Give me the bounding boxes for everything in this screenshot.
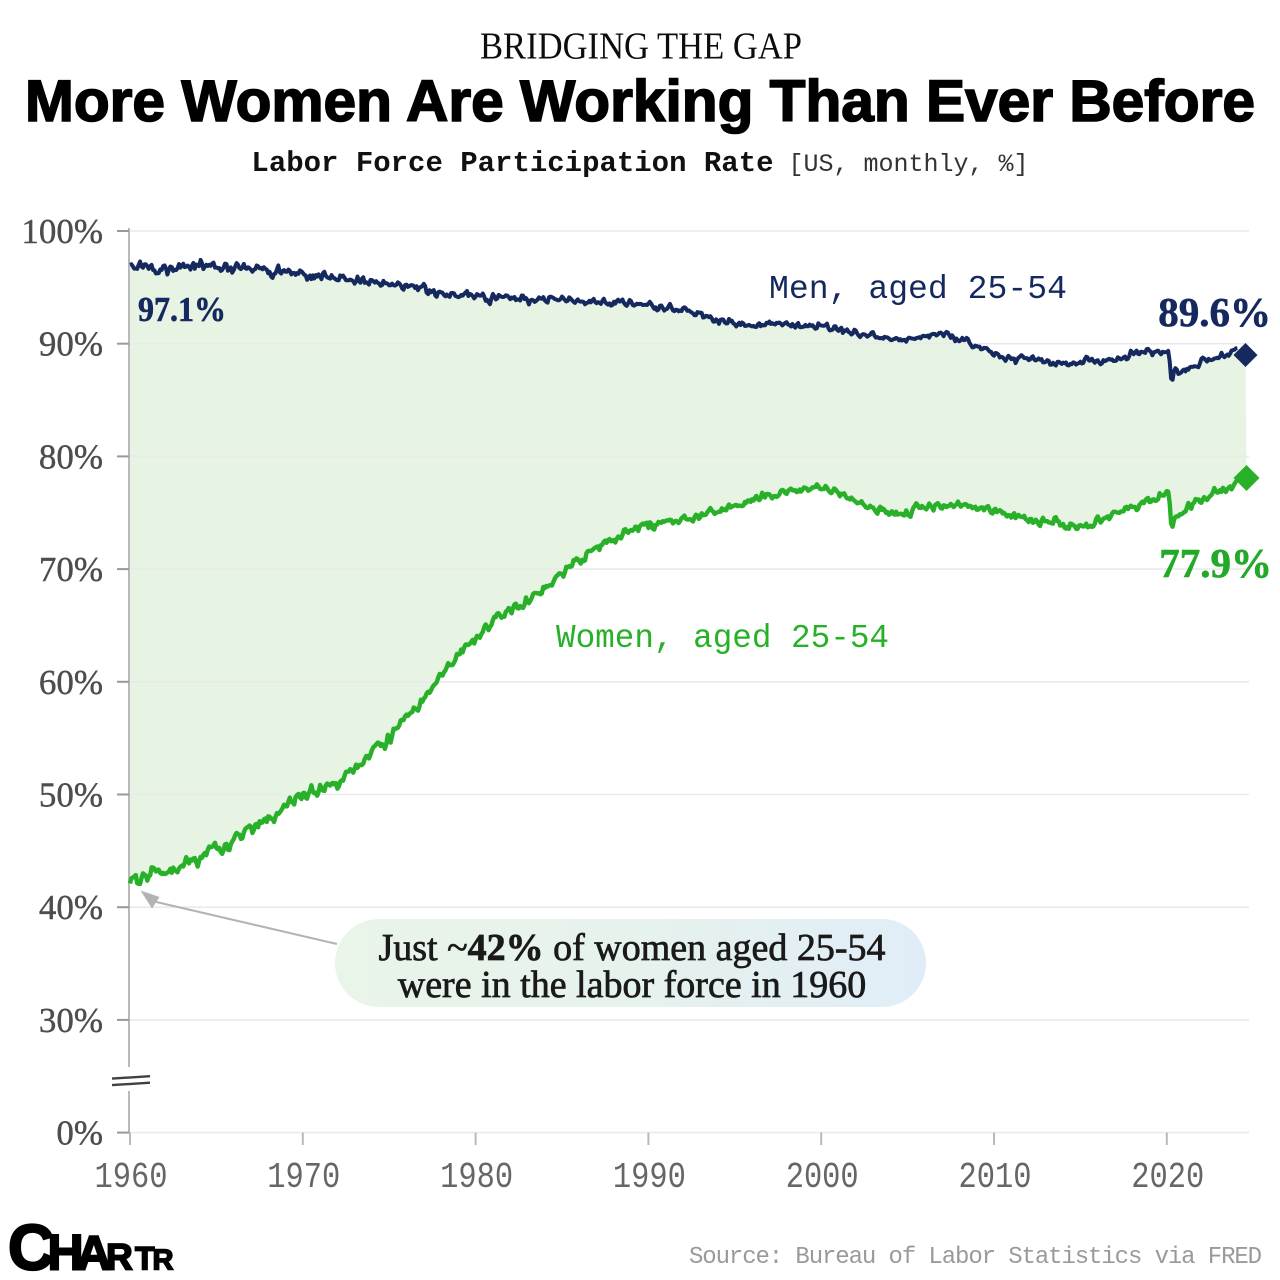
svg-text:80%: 80% [39, 437, 103, 476]
svg-text:70%: 70% [39, 550, 103, 589]
svg-text:90%: 90% [39, 325, 103, 364]
svg-text:60%: 60% [39, 663, 103, 702]
svg-text:R: R [153, 1245, 174, 1277]
svg-text:77.9%: 77.9% [1159, 540, 1272, 586]
svg-text:100%: 100% [21, 212, 103, 251]
svg-text:H: H [48, 1225, 84, 1280]
svg-text:97.1%: 97.1% [138, 290, 226, 329]
svg-text:40%: 40% [39, 888, 103, 927]
svg-text:A: A [77, 1228, 112, 1280]
svg-text:R: R [106, 1237, 133, 1278]
svg-text:1970: 1970 [267, 1157, 340, 1198]
svg-text:50%: 50% [39, 776, 103, 815]
svg-text:More Women Are Working Than Ev: More Women Are Working Than Ever Before [25, 69, 1255, 134]
svg-text:89.6%: 89.6% [1158, 289, 1271, 335]
svg-text:BRIDGING THE GAP: BRIDGING THE GAP [480, 26, 802, 68]
svg-text:T: T [135, 1241, 155, 1277]
svg-text:2020: 2020 [1131, 1157, 1204, 1198]
svg-text:Men, aged 25-54: Men, aged 25-54 [769, 271, 1067, 308]
svg-text:1990: 1990 [613, 1157, 686, 1198]
svg-text:1980: 1980 [440, 1157, 513, 1198]
svg-text:2010: 2010 [959, 1157, 1032, 1198]
svg-text:Women, aged 25-54: Women, aged 25-54 [556, 620, 889, 657]
svg-text:30%: 30% [39, 1001, 103, 1040]
svg-text:were in the labor force in 196: were in the labor force in 1960 [398, 964, 867, 1006]
svg-text:C: C [8, 1212, 54, 1280]
svg-text:2000: 2000 [786, 1157, 859, 1198]
svg-text:Just ~42% of women aged 25-54: Just ~42% of women aged 25-54 [378, 927, 885, 969]
svg-text:0%: 0% [56, 1114, 103, 1153]
svg-text:1960: 1960 [95, 1157, 168, 1198]
